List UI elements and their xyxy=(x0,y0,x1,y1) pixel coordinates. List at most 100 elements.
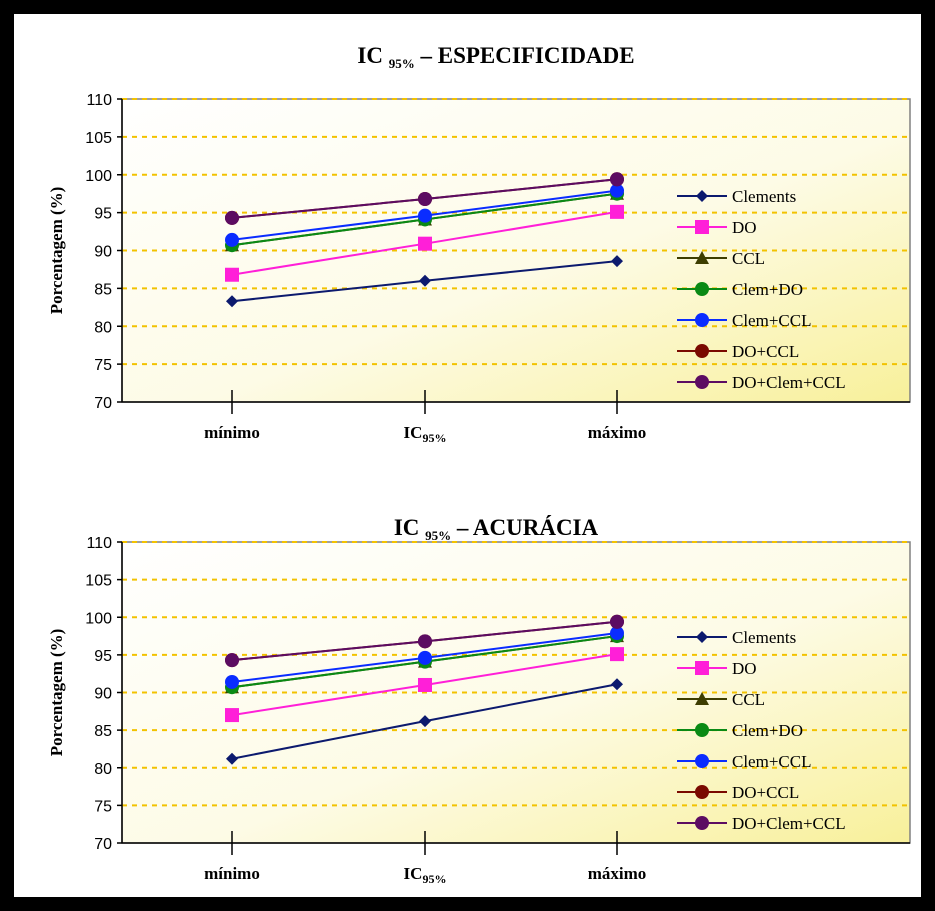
legend-marker xyxy=(695,313,709,327)
data-point xyxy=(225,210,239,225)
legend-label: DO+Clem+CCL xyxy=(732,373,846,392)
legend-entry: DO+Clem+CCL xyxy=(677,373,846,392)
data-point xyxy=(610,183,624,198)
x-tick-label: máximo xyxy=(588,423,647,442)
data-point xyxy=(610,172,624,187)
legend-label: DO+CCL xyxy=(732,342,799,361)
y-tick-label: 75 xyxy=(94,357,112,374)
y-tick-label: 100 xyxy=(85,168,112,185)
y-tick-label: 80 xyxy=(94,319,112,336)
legend-entry: Clem+DO xyxy=(677,280,803,299)
legend-label: Clements xyxy=(732,628,796,647)
legend-entry: DO+CCL xyxy=(677,342,799,361)
legend-label: CCL xyxy=(732,249,765,268)
data-point xyxy=(610,647,624,662)
legend-marker xyxy=(695,785,709,799)
legend-label: Clements xyxy=(732,187,796,206)
legend-entry: CCL xyxy=(677,690,765,709)
data-point xyxy=(610,614,624,629)
data-point xyxy=(610,204,624,219)
legend-label: CCL xyxy=(732,690,765,709)
legend-label: Clem+DO xyxy=(732,280,803,299)
y-tick-label: 100 xyxy=(85,610,112,627)
legend-marker xyxy=(695,344,709,358)
y-axis-label: Porcentagem (%) xyxy=(47,187,66,315)
legend-entry: CCL xyxy=(677,249,765,268)
series-DO xyxy=(225,204,624,282)
y-tick-label: 105 xyxy=(85,130,112,147)
legend-label: DO+Clem+CCL xyxy=(732,814,846,833)
legend-label: DO xyxy=(732,659,757,678)
legend-entry: DO+Clem+CCL xyxy=(677,814,846,833)
data-point xyxy=(418,650,432,665)
y-tick-label: 70 xyxy=(94,836,112,853)
y-tick-label: 80 xyxy=(94,761,112,778)
x-tick-label: IC95% xyxy=(404,864,447,886)
y-tick-label: 85 xyxy=(94,281,112,298)
data-point xyxy=(611,255,623,268)
x-tick-label: mínimo xyxy=(204,864,260,883)
legend-marker xyxy=(695,251,709,264)
legend-entry: DO+CCL xyxy=(677,783,799,802)
data-point xyxy=(419,715,431,728)
y-tick-label: 95 xyxy=(94,206,112,223)
legend-entry: Clements xyxy=(677,628,796,647)
legend-label: Clem+CCL xyxy=(732,752,811,771)
data-point xyxy=(610,626,624,641)
y-tick-label: 105 xyxy=(85,573,112,590)
legend-entry: DO xyxy=(677,218,757,237)
data-point xyxy=(418,236,432,251)
legend-label: DO xyxy=(732,218,757,237)
data-point xyxy=(418,191,432,206)
legend-marker xyxy=(695,723,709,737)
legend-marker xyxy=(695,375,709,389)
x-tick-label: IC95% xyxy=(404,423,447,445)
legend-label: Clem+DO xyxy=(732,721,803,740)
y-tick-label: 90 xyxy=(94,244,112,261)
series-DO xyxy=(225,647,624,723)
series-Clem+CCL xyxy=(225,626,624,689)
legend-entry: Clem+CCL xyxy=(677,752,811,771)
x-tick-label: máximo xyxy=(588,864,647,883)
data-point xyxy=(611,678,623,691)
y-tick-label: 90 xyxy=(94,686,112,703)
legend-entry: DO xyxy=(677,659,757,678)
y-tick-label: 95 xyxy=(94,648,112,665)
legend-entry: Clem+DO xyxy=(677,721,803,740)
data-point xyxy=(226,752,238,765)
legend-marker xyxy=(696,190,708,202)
legend-marker xyxy=(696,631,708,643)
y-tick-label: 70 xyxy=(94,395,112,412)
y-tick-label: 110 xyxy=(86,92,112,109)
data-point xyxy=(418,634,432,649)
series-Clements xyxy=(226,255,623,308)
chart-panel-2: IC 95% – ACURÁCIA 70 75 80 85 90 95 100 105 110 mí… xyxy=(47,515,911,886)
legend-entry: Clements xyxy=(677,187,796,206)
legend-marker xyxy=(695,661,709,675)
data-point xyxy=(225,674,239,689)
data-point xyxy=(225,653,239,668)
data-point xyxy=(418,677,432,692)
data-point xyxy=(225,232,239,247)
y-axis-label: Porcentagem (%) xyxy=(47,629,66,757)
legend-label: Clem+CCL xyxy=(732,311,811,330)
y-tick-label: 110 xyxy=(86,535,112,552)
data-point xyxy=(419,274,431,287)
chart-title: IC 95% – ESPECIFICIDADE xyxy=(357,43,634,71)
y-tick-label: 75 xyxy=(94,798,112,815)
series-DO+Clem+CCL xyxy=(225,172,624,225)
data-point xyxy=(225,267,239,282)
legend-marker xyxy=(695,692,709,705)
legend-label: DO+CCL xyxy=(732,783,799,802)
legend-marker xyxy=(695,754,709,768)
legend-marker xyxy=(695,816,709,830)
data-point xyxy=(226,295,238,308)
data-point xyxy=(225,708,239,723)
series-Clements xyxy=(226,678,623,765)
legend-entry: Clem+CCL xyxy=(677,311,811,330)
chart-panel-1: IC 95% – ESPECIFICIDADE 70 75 80 85 90 95 100 10… xyxy=(47,43,911,445)
data-point xyxy=(418,208,432,223)
x-tick-label: mínimo xyxy=(204,423,260,442)
chart-title: IC 95% – ACURÁCIA xyxy=(394,515,599,543)
